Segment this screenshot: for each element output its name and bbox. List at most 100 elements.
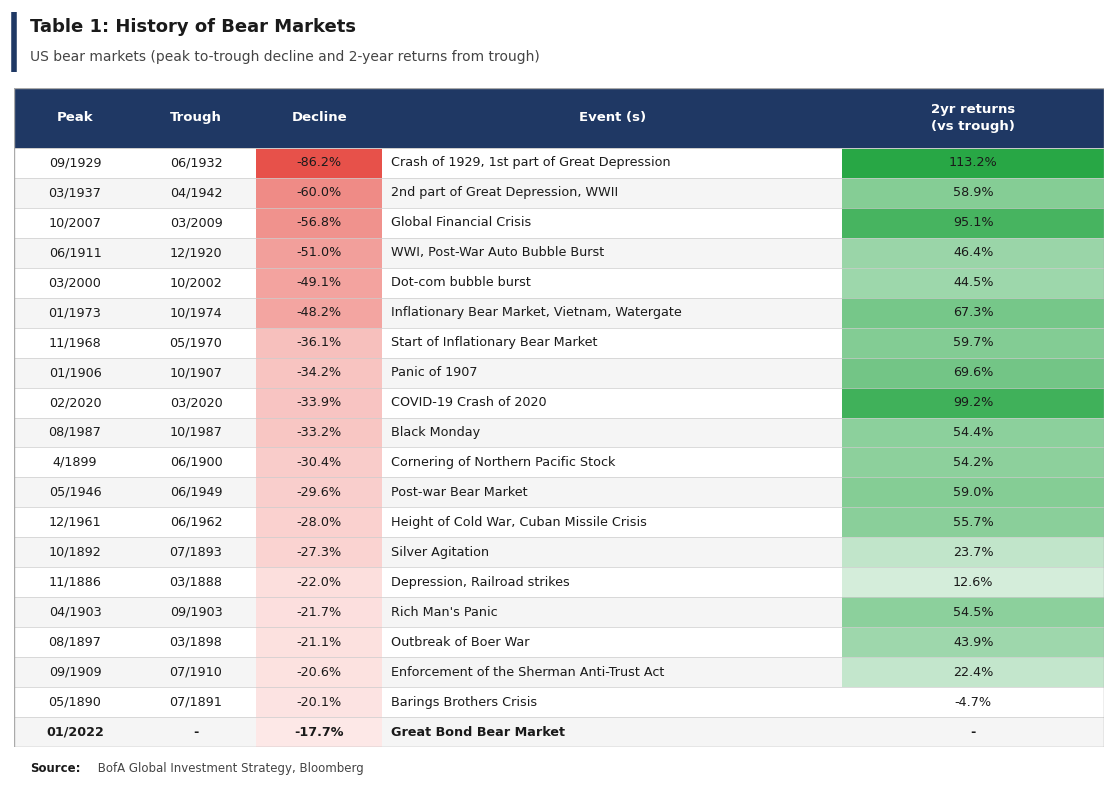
FancyBboxPatch shape: [15, 657, 1103, 687]
FancyBboxPatch shape: [256, 418, 382, 448]
Text: -20.1%: -20.1%: [296, 696, 342, 708]
FancyBboxPatch shape: [256, 387, 382, 418]
Text: 43.9%: 43.9%: [953, 636, 994, 649]
Text: -4.7%: -4.7%: [955, 696, 992, 708]
FancyBboxPatch shape: [256, 717, 382, 747]
FancyBboxPatch shape: [842, 477, 1103, 507]
Text: 03/2020: 03/2020: [170, 396, 222, 409]
Text: Global Financial Crisis: Global Financial Crisis: [391, 217, 531, 229]
FancyBboxPatch shape: [842, 657, 1103, 687]
Text: 09/1909: 09/1909: [49, 666, 102, 679]
Text: Event (s): Event (s): [579, 111, 646, 125]
FancyBboxPatch shape: [842, 328, 1103, 357]
Text: -30.4%: -30.4%: [296, 456, 342, 469]
FancyBboxPatch shape: [842, 298, 1103, 328]
FancyBboxPatch shape: [15, 717, 1103, 747]
Text: 06/1932: 06/1932: [170, 156, 222, 169]
Text: 01/2022: 01/2022: [46, 725, 104, 738]
Text: 06/1962: 06/1962: [170, 516, 222, 529]
Text: 07/1891: 07/1891: [170, 696, 222, 708]
Text: 44.5%: 44.5%: [953, 276, 994, 289]
FancyBboxPatch shape: [842, 357, 1103, 387]
Text: 10/2002: 10/2002: [170, 276, 222, 289]
FancyBboxPatch shape: [15, 597, 1103, 627]
Text: -51.0%: -51.0%: [296, 246, 342, 259]
Text: WWI, Post-War Auto Bubble Burst: WWI, Post-War Auto Bubble Burst: [391, 246, 605, 259]
FancyBboxPatch shape: [256, 298, 382, 328]
FancyBboxPatch shape: [256, 208, 382, 237]
Text: 46.4%: 46.4%: [953, 246, 994, 259]
Text: -20.6%: -20.6%: [296, 666, 342, 679]
Text: 95.1%: 95.1%: [953, 217, 994, 229]
FancyBboxPatch shape: [15, 357, 1103, 387]
Text: 01/1973: 01/1973: [48, 306, 102, 319]
Text: -86.2%: -86.2%: [296, 156, 342, 169]
Text: -49.1%: -49.1%: [296, 276, 342, 289]
Text: 09/1903: 09/1903: [170, 605, 222, 619]
FancyBboxPatch shape: [256, 597, 382, 627]
Text: Depression, Railroad strikes: Depression, Railroad strikes: [391, 576, 570, 588]
Text: 03/1898: 03/1898: [170, 636, 222, 649]
FancyBboxPatch shape: [256, 148, 382, 178]
Text: Barings Brothers Crisis: Barings Brothers Crisis: [391, 696, 538, 708]
Text: Start of Inflationary Bear Market: Start of Inflationary Bear Market: [391, 336, 598, 349]
Text: -22.0%: -22.0%: [296, 576, 342, 588]
FancyBboxPatch shape: [15, 298, 1103, 328]
Text: Dot-com bubble burst: Dot-com bubble burst: [391, 276, 531, 289]
Text: 67.3%: 67.3%: [953, 306, 994, 319]
Text: -28.0%: -28.0%: [296, 516, 342, 529]
Text: Cornering of Northern Pacific Stock: Cornering of Northern Pacific Stock: [391, 456, 616, 469]
FancyBboxPatch shape: [842, 597, 1103, 627]
FancyBboxPatch shape: [842, 387, 1103, 418]
Text: 03/2009: 03/2009: [170, 217, 222, 229]
FancyBboxPatch shape: [256, 507, 382, 537]
Text: 59.7%: 59.7%: [953, 336, 994, 349]
Text: Outbreak of Boer War: Outbreak of Boer War: [391, 636, 530, 649]
FancyBboxPatch shape: [842, 148, 1103, 178]
Text: Great Bond Bear Market: Great Bond Bear Market: [391, 725, 565, 738]
Text: 05/1970: 05/1970: [170, 336, 222, 349]
Text: 06/1900: 06/1900: [170, 456, 222, 469]
Text: Panic of 1907: Panic of 1907: [391, 366, 477, 379]
Text: COVID-19 Crash of 2020: COVID-19 Crash of 2020: [391, 396, 547, 409]
FancyBboxPatch shape: [256, 448, 382, 477]
Text: 01/1906: 01/1906: [49, 366, 102, 379]
Text: -27.3%: -27.3%: [296, 546, 342, 559]
FancyBboxPatch shape: [842, 627, 1103, 657]
Text: 113.2%: 113.2%: [949, 156, 997, 169]
Text: 09/1929: 09/1929: [49, 156, 102, 169]
Text: 54.2%: 54.2%: [953, 456, 994, 469]
FancyBboxPatch shape: [256, 237, 382, 268]
Text: 04/1903: 04/1903: [49, 605, 102, 619]
FancyBboxPatch shape: [15, 418, 1103, 448]
Text: 10/1987: 10/1987: [170, 426, 222, 439]
FancyBboxPatch shape: [842, 418, 1103, 448]
Text: Rich Man's Panic: Rich Man's Panic: [391, 605, 498, 619]
Text: 11/1886: 11/1886: [48, 576, 102, 588]
Text: 10/1907: 10/1907: [170, 366, 222, 379]
FancyBboxPatch shape: [15, 208, 1103, 237]
Text: 03/1937: 03/1937: [48, 186, 102, 200]
Text: 23.7%: 23.7%: [953, 546, 994, 559]
Text: Inflationary Bear Market, Vietnam, Watergate: Inflationary Bear Market, Vietnam, Water…: [391, 306, 682, 319]
FancyBboxPatch shape: [842, 568, 1103, 597]
FancyBboxPatch shape: [256, 357, 382, 387]
FancyBboxPatch shape: [256, 268, 382, 298]
Text: 55.7%: 55.7%: [953, 516, 994, 529]
Text: -29.6%: -29.6%: [296, 486, 342, 499]
FancyBboxPatch shape: [15, 568, 1103, 597]
FancyBboxPatch shape: [15, 387, 1103, 418]
Text: 58.9%: 58.9%: [953, 186, 994, 200]
Text: 2nd part of Great Depression, WWII: 2nd part of Great Depression, WWII: [391, 186, 618, 200]
Text: -60.0%: -60.0%: [296, 186, 342, 200]
FancyBboxPatch shape: [256, 657, 382, 687]
Text: Black Monday: Black Monday: [391, 426, 481, 439]
FancyBboxPatch shape: [15, 328, 1103, 357]
Text: 59.0%: 59.0%: [953, 486, 994, 499]
Text: -: -: [970, 725, 976, 738]
FancyBboxPatch shape: [15, 178, 1103, 208]
Text: Silver Agitation: Silver Agitation: [391, 546, 490, 559]
Text: -: -: [193, 725, 199, 738]
Text: -17.7%: -17.7%: [294, 725, 344, 738]
FancyBboxPatch shape: [15, 448, 1103, 477]
